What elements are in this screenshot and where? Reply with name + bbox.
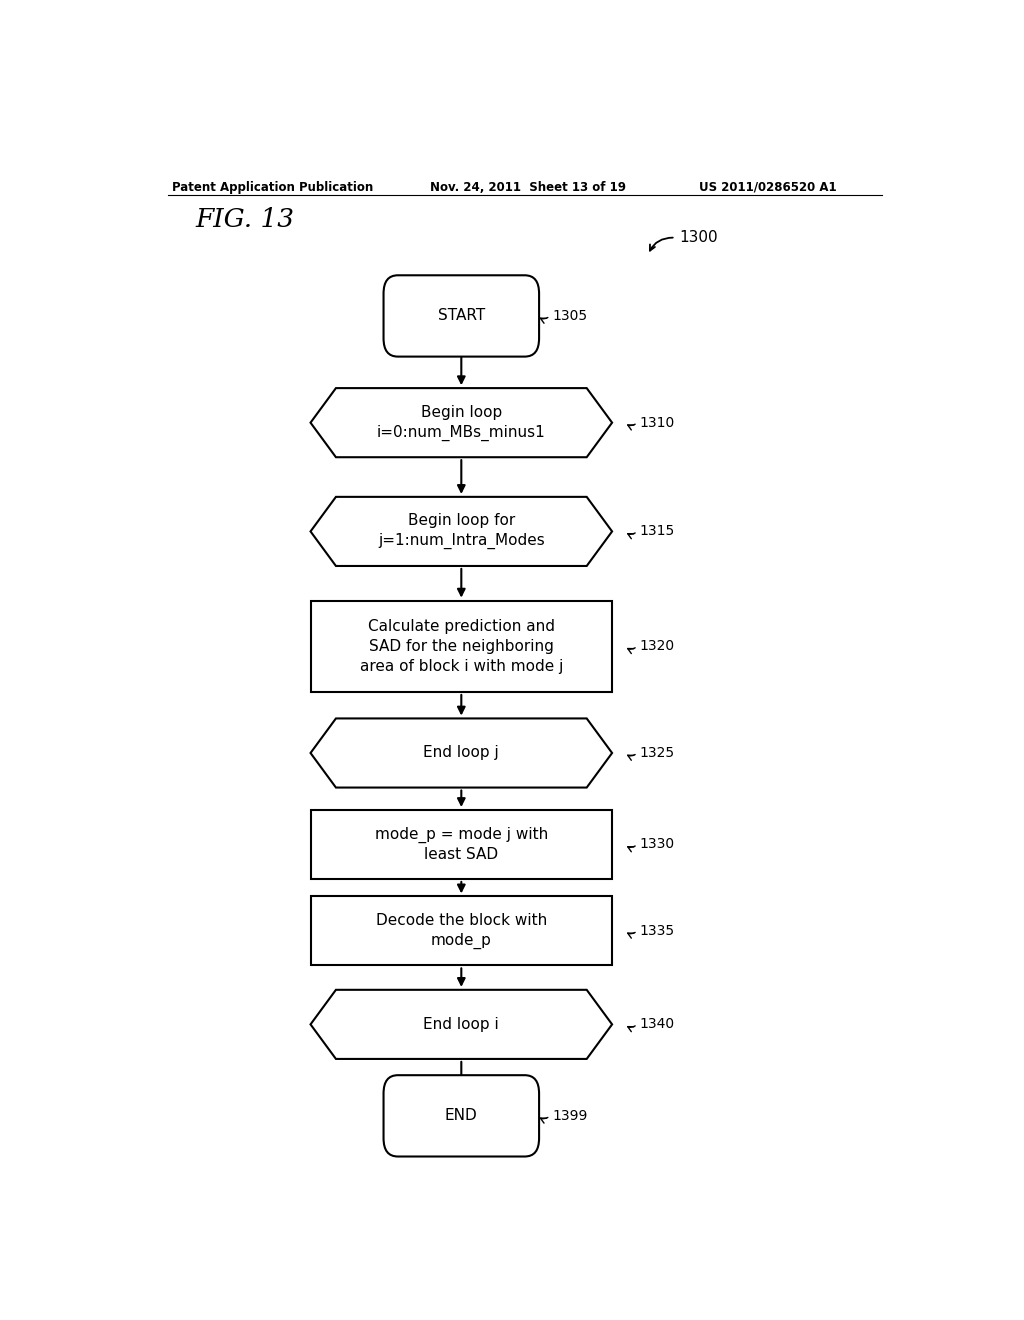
Text: 1320: 1320 <box>640 639 675 653</box>
Text: Begin loop
i=0:num_MBs_minus1: Begin loop i=0:num_MBs_minus1 <box>377 405 546 441</box>
Text: Begin loop for
j=1:num_Intra_Modes: Begin loop for j=1:num_Intra_Modes <box>378 513 545 549</box>
Text: FIG. 13: FIG. 13 <box>196 207 295 232</box>
Text: 1399: 1399 <box>553 1109 588 1123</box>
FancyBboxPatch shape <box>384 1076 539 1156</box>
Text: mode_p = mode j with
least SAD: mode_p = mode j with least SAD <box>375 826 548 862</box>
Text: 1325: 1325 <box>640 746 675 760</box>
Text: END: END <box>445 1109 477 1123</box>
Text: 1315: 1315 <box>640 524 675 539</box>
Polygon shape <box>310 718 612 788</box>
Polygon shape <box>310 990 612 1059</box>
Text: 1305: 1305 <box>553 309 588 323</box>
Text: 1310: 1310 <box>640 416 675 430</box>
Text: Patent Application Publication: Patent Application Publication <box>172 181 373 194</box>
Bar <box>310 601 612 692</box>
Text: START: START <box>437 309 485 323</box>
Polygon shape <box>310 496 612 566</box>
Text: 1300: 1300 <box>680 230 718 244</box>
Bar <box>310 810 612 879</box>
Text: Calculate prediction and
SAD for the neighboring
area of block i with mode j: Calculate prediction and SAD for the nei… <box>359 619 563 673</box>
Text: Decode the block with
mode_p: Decode the block with mode_p <box>376 913 547 949</box>
Text: End loop j: End loop j <box>424 746 499 760</box>
Text: 1335: 1335 <box>640 924 675 939</box>
FancyBboxPatch shape <box>384 276 539 356</box>
Text: End loop i: End loop i <box>424 1016 499 1032</box>
Text: 1330: 1330 <box>640 837 675 851</box>
Bar <box>310 896 612 965</box>
Text: 1340: 1340 <box>640 1018 675 1031</box>
Polygon shape <box>310 388 612 457</box>
Text: Nov. 24, 2011  Sheet 13 of 19: Nov. 24, 2011 Sheet 13 of 19 <box>430 181 626 194</box>
Text: US 2011/0286520 A1: US 2011/0286520 A1 <box>699 181 837 194</box>
